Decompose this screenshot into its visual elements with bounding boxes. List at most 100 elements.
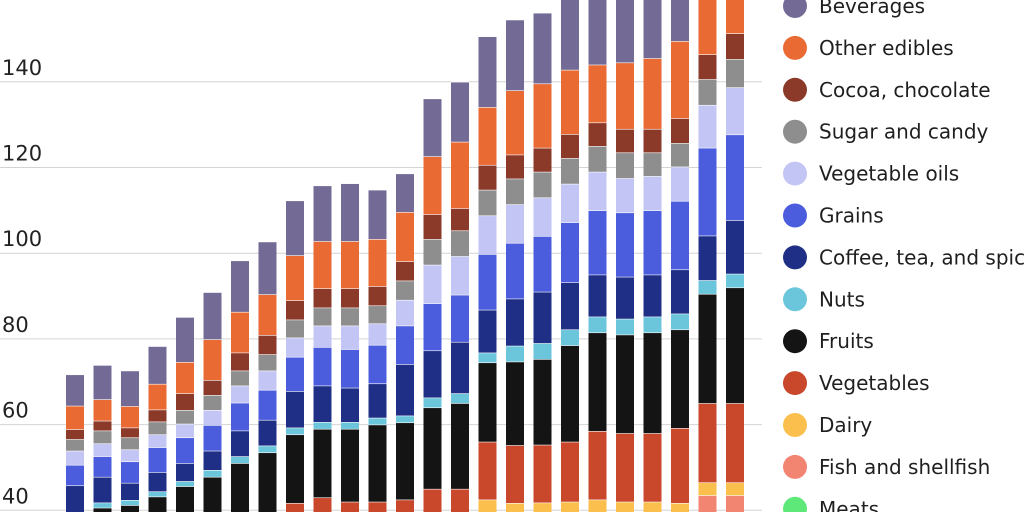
bar-9-vegetable-oils [286,337,304,357]
bar-21-nuts [616,318,634,335]
y-tick-label-120: 120 [2,142,42,166]
bar-16-vegetables [478,441,497,500]
bar-7-fruits [231,463,249,512]
bar-24-vegetable-oils [698,104,717,148]
bar-25-vegetables [726,403,744,483]
bar-1-cocoa-chocolate [66,429,84,440]
bar-18-dairy [533,502,552,512]
bar-5-vegetable-oils [176,423,194,438]
bar-24-vegetables [698,403,717,483]
bar-18-coffee-tea-and-spices [533,291,552,344]
bar-4-fruits [148,496,167,512]
segment-separator [258,370,277,372]
bar-11-grains [341,349,359,388]
segment-separator [588,145,607,147]
segment-separator [423,97,442,100]
segment-separator [121,448,139,451]
bar-18-cocoa-chocolate [533,147,552,172]
segment-separator [616,276,634,278]
segment-separator [396,172,414,175]
bar-23-sugar-and-candy [671,143,689,167]
bar-21-dairy [616,501,634,512]
segment-separator [368,189,387,191]
bar-9-beverages [286,200,304,256]
bar-8-nuts [258,445,277,453]
segment-separator [616,432,634,434]
bar-6-cocoa-chocolate [203,380,222,396]
bar-15-vegetables [451,488,469,512]
segment-separator [478,35,497,37]
bar-2-other-edibles [93,399,112,421]
legend-label-meats: Meats [819,497,879,512]
segment-separator [451,402,469,404]
bar-10-coffee-tea-and-spices [313,385,332,423]
bar-22-beverages [643,0,662,59]
bar-15-sugar-and-candy [451,230,469,257]
bar-9-sugar-and-candy [286,319,304,338]
legend-swatch-nuts [783,287,807,312]
bar-20-cocoa-chocolate [588,122,607,147]
bar-14-beverages [423,98,442,157]
segment-separator [396,421,414,424]
bar-3-sugar-and-candy [121,437,139,450]
bar-17-vegetables [506,445,524,504]
bar-12-coffee-tea-and-spices [368,383,387,418]
legend-swatch-vegetables [783,371,807,396]
segment-separator [616,334,634,336]
bar-21-cocoa-chocolate [616,128,634,153]
segment-separator [368,238,387,240]
bar-21-vegetable-oils [616,178,634,213]
legend-swatch-coffee-tea-and-spices [783,245,807,270]
bar-18-grains [533,236,552,292]
bar-9-cocoa-chocolate [286,300,304,320]
bar-4-coffee-tea-and-spices [148,472,167,492]
bar-20-fruits [588,332,607,432]
bar-20-coffee-tea-and-spices [588,274,607,317]
segment-separator [698,481,717,484]
bar-17-other-edibles [506,90,524,155]
bar-22-fruits [643,332,662,434]
segment-separator [313,346,332,348]
legend-label-coffee-tea-and-spices: Coffee, tea, and spices [819,245,1024,269]
bar-13-sugar-and-candy [396,280,414,300]
bar-7-coffee-tea-and-spices [231,430,249,457]
segment-separator [258,241,277,243]
bar-23-other-edibles [671,41,689,119]
bar-7-grains [231,402,249,431]
bar-4-vegetable-oils [148,434,167,448]
segment-separator [121,426,139,429]
legend-swatch-sugar-and-candy [783,119,807,144]
bar-25-dairy [726,482,744,496]
bar-3-fruits [121,505,139,512]
bar-15-fruits [451,403,469,489]
legend-swatch-fish-and-shellfish [783,454,807,479]
legend-label-grains: Grains [819,204,884,228]
bar-19-grains [561,222,579,283]
bar-14-other-edibles [423,156,442,215]
segment-separator [203,476,222,478]
segment-separator [148,409,167,411]
bar-17-grains [506,242,524,299]
bar-18-vegetable-oils [533,197,552,237]
bar-4-beverages [148,346,167,384]
bar-10-beverages [313,185,332,242]
bar-15-beverages [451,81,469,142]
segment-separator [258,334,277,336]
bar-12-vegetables [368,501,387,512]
segment-separator [451,81,469,83]
segment-separator [121,370,139,372]
bar-22-other-edibles [643,58,662,129]
segment-separator [121,504,139,506]
bar-19-vegetables [561,441,579,502]
bar-14-fruits [423,407,442,489]
segment-separator [176,485,194,487]
segment-separator [341,428,359,430]
bar-10-vegetable-oils [313,325,332,348]
segment-separator [93,364,112,366]
bar-2-fruits [93,507,112,512]
bar-3-coffee-tea-and-spices [121,482,139,501]
segment-separator [368,382,387,385]
bar-20-other-edibles [588,64,607,123]
bar-24-coffee-tea-and-spices [698,235,717,281]
bar-24-nuts [698,280,717,294]
